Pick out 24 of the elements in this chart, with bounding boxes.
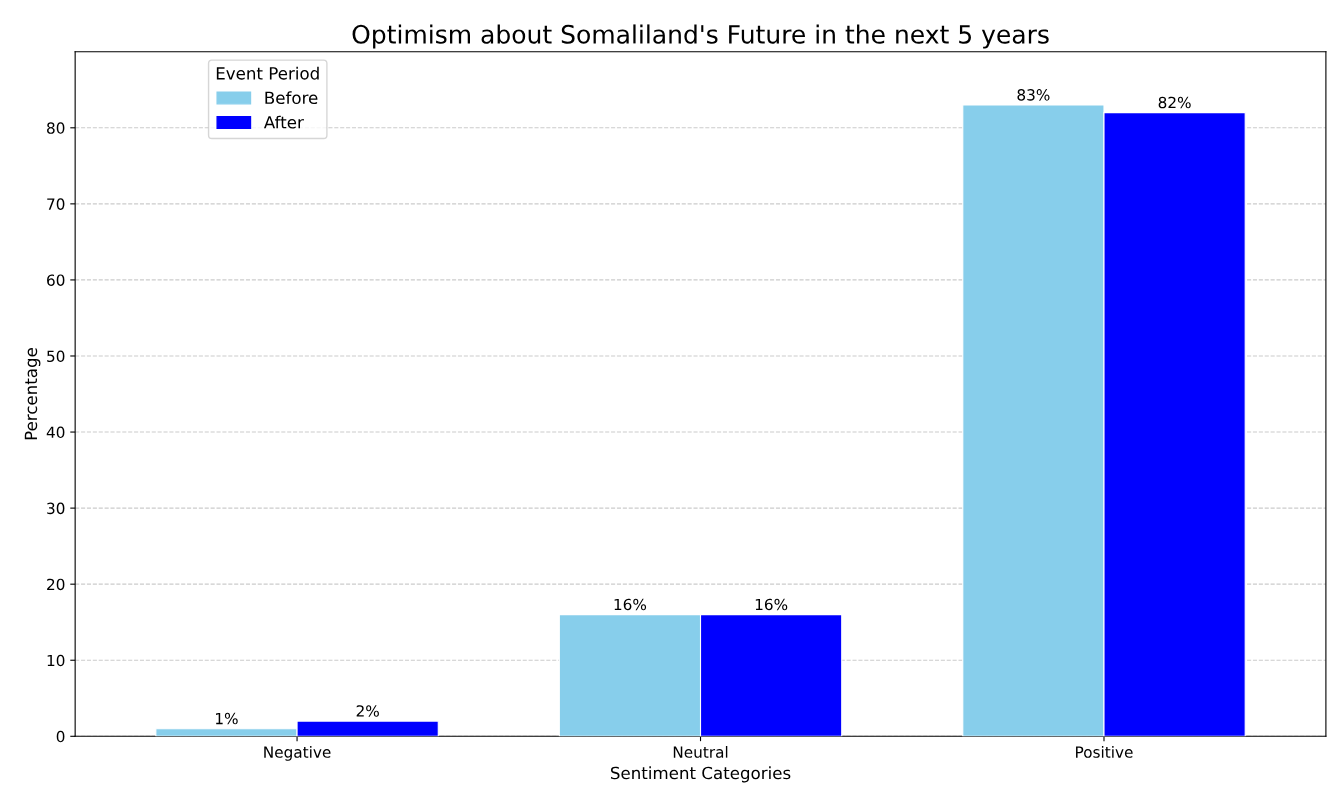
data-label: 16% (614, 598, 647, 611)
x-axis-title: Sentiment Categories (610, 766, 791, 783)
y-tick-label: 70 (47, 198, 65, 210)
data-label: 2% (356, 705, 379, 717)
data-label: 82% (1158, 96, 1191, 109)
legend-label: Before (265, 91, 318, 105)
legend-title: Event Period (216, 66, 319, 80)
y-tick-label: 10 (47, 654, 65, 667)
x-tick-label: Negative (264, 746, 331, 761)
y-tick-label: 50 (47, 350, 65, 363)
data-label: 16% (755, 598, 788, 611)
y-tick-label: 20 (47, 578, 65, 591)
data-label: 83% (1017, 89, 1050, 101)
x-tick-label: Neutral (673, 746, 728, 758)
data-label: 1% (216, 712, 238, 725)
y-tick-label: 40 (46, 426, 65, 439)
legend-label: After (263, 115, 304, 129)
chart-title: Optimism about Somaliland's Future in the next 5 years (352, 24, 1049, 49)
y-tick-label: 80 (47, 122, 65, 134)
y-axis-title: Percentage (24, 348, 41, 440)
y-tick-label: 0 (56, 730, 65, 743)
y-tick-label: 60 (47, 274, 65, 286)
x-tick-label: Positive (1076, 746, 1133, 758)
y-tick-label: 30 (47, 502, 65, 515)
